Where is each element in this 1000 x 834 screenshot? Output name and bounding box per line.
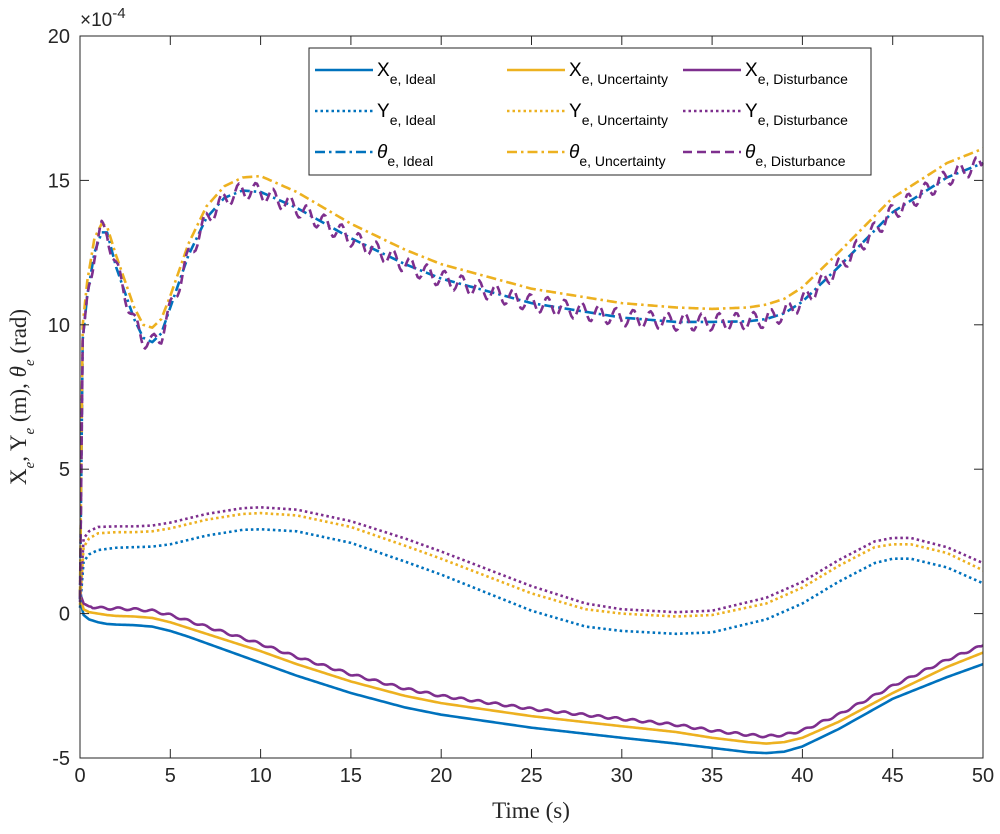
x-tick-label: 0 (74, 765, 85, 787)
legend-label-6: θe, Ideal (377, 142, 433, 169)
y-tick-label: 10 (48, 315, 70, 337)
legend-label-5: Ye, Disturbance (745, 101, 848, 128)
y-tick-label: 15 (48, 170, 70, 192)
x-tick-label: 40 (791, 765, 813, 787)
y-tick-label: -5 (52, 748, 70, 770)
legend-label-8: θe, Disturbance (745, 142, 846, 169)
legend-label-2: Xe, Disturbance (745, 60, 848, 87)
legend: Xe, Ideal Xe, Uncertainty Xe, Disturbance Y… (308, 47, 872, 176)
x-tick-label: 10 (249, 765, 271, 787)
legend-box (308, 47, 872, 176)
series-line-5 (78, 506, 984, 614)
series-line-6 (78, 161, 984, 600)
y-tick-label: 20 (48, 26, 70, 48)
x-tick-label: 15 (340, 765, 362, 787)
series-line-1 (78, 595, 984, 745)
series-line-8 (78, 156, 984, 600)
y-tick-label: 5 (59, 459, 70, 481)
x-tick-label: 35 (701, 765, 723, 787)
x-tick-label: 30 (611, 765, 633, 787)
series-line-3 (78, 527, 984, 636)
legend-label-7: θe, Uncertainty (569, 142, 666, 169)
legend-label-4: Ye, Uncertainty (569, 101, 668, 128)
series-line-2 (78, 592, 984, 739)
x-tick-label: 45 (882, 765, 904, 787)
y-exponent-label: ×10-4 (80, 5, 126, 32)
legend-label-3: Ye, Ideal (377, 101, 436, 128)
series-line-0 (78, 598, 984, 755)
y-axis-title: Xe, Ye (m), θe (rad) (6, 309, 38, 485)
x-tick-label: 5 (165, 765, 176, 787)
x-tick-label: 20 (430, 765, 452, 787)
series-layer (78, 147, 984, 755)
x-tick-label: 25 (520, 765, 542, 787)
series-line-7 (78, 147, 984, 597)
legend-label-0: Xe, Ideal (377, 60, 436, 87)
x-tick-label: 50 (972, 765, 994, 787)
legend-label-1: Xe, Uncertainty (569, 60, 668, 87)
x-axis-title: Time (s) (492, 798, 570, 823)
y-tick-label: 0 (59, 604, 70, 626)
